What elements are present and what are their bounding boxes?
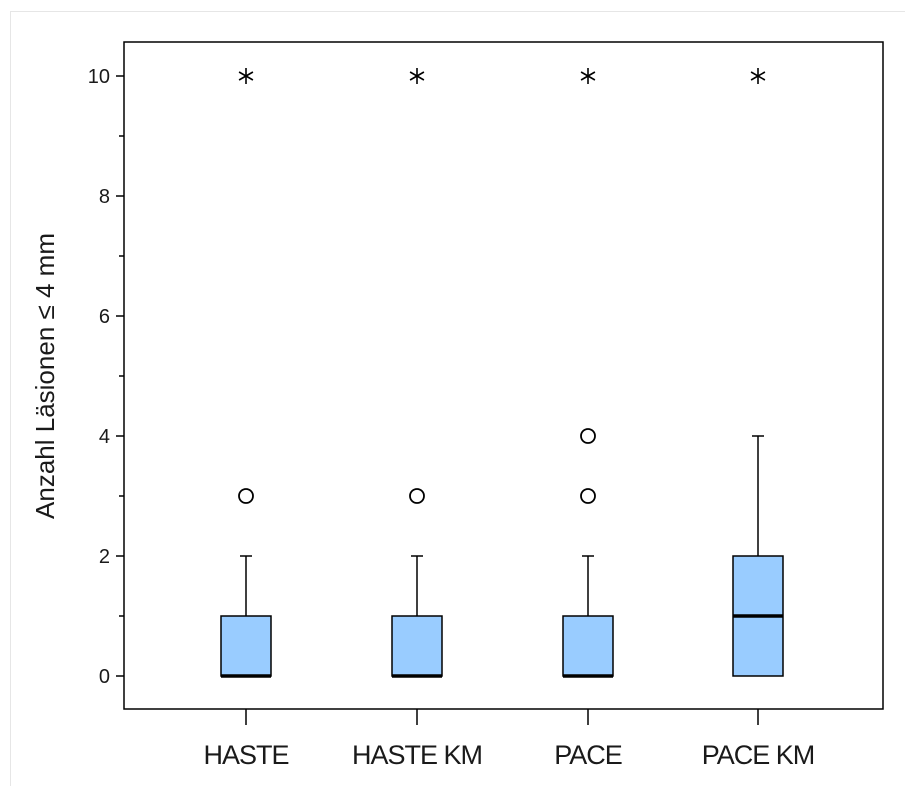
x-category-label: PACE (554, 740, 622, 770)
extreme-point (238, 68, 254, 84)
x-category-label: PACE KM (702, 740, 815, 770)
box-group-haste-km (391, 68, 443, 678)
iqr-box (562, 615, 614, 677)
iqr-box (220, 615, 272, 677)
box-group-haste (220, 68, 272, 678)
chart-frame (10, 11, 905, 786)
extreme-point (409, 68, 425, 84)
y-axis-title: Anzahl Läsionen ≤ 4 mm (30, 233, 60, 519)
outlier-point (580, 428, 596, 444)
boxes-layer (220, 68, 784, 678)
x-category-label: HASTE KM (352, 740, 482, 770)
outlier-point (580, 488, 596, 504)
outlier-point (238, 488, 254, 504)
extreme-point (750, 68, 766, 84)
box-group-pace-km (732, 68, 784, 677)
y-tick-label: 0 (99, 666, 110, 688)
extreme-point (580, 68, 596, 84)
x-axis: HASTE HASTE KM PACE PACE KM (203, 709, 815, 770)
x-category-label: HASTE (203, 740, 288, 770)
y-tick-label: 8 (99, 186, 110, 208)
y-tick-label: 10 (88, 66, 110, 88)
y-tick-label: 6 (99, 306, 110, 328)
outlier-point (409, 488, 425, 504)
y-axis: 0 2 4 6 8 10 (88, 66, 124, 688)
iqr-box (391, 615, 443, 677)
y-tick-label: 2 (99, 546, 110, 568)
y-tick-label: 4 (99, 426, 110, 448)
box-group-pace (562, 68, 614, 678)
